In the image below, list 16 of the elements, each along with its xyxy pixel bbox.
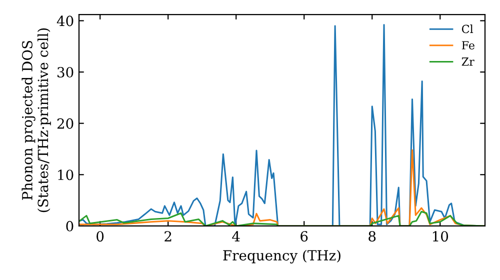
y-axis-title: Phonon projected DOS (States/THz·primitive cell) [22, 28, 51, 212]
legend-label: Fe [462, 41, 474, 50]
y-tick-label: 20 [57, 118, 74, 129]
legend-label: Cl [462, 24, 474, 34]
x-tick-label: 2 [164, 231, 172, 242]
legend-label: Zr [462, 58, 474, 66]
x-tick-label: 0 [96, 231, 104, 242]
x-tick-label: 6 [300, 231, 308, 242]
y-tick-label: 30 [58, 66, 74, 78]
y-tick-label: 40 [56, 16, 74, 26]
y-tick-label: 0 [66, 220, 74, 232]
x-tick-label: 4 [232, 231, 240, 242]
x-tick-label: 10 [432, 231, 448, 242]
y-tick-label: 10 [58, 170, 74, 180]
x-axis-title: Frequency (THz) [223, 250, 340, 264]
x-tick-label: 8 [368, 231, 376, 242]
